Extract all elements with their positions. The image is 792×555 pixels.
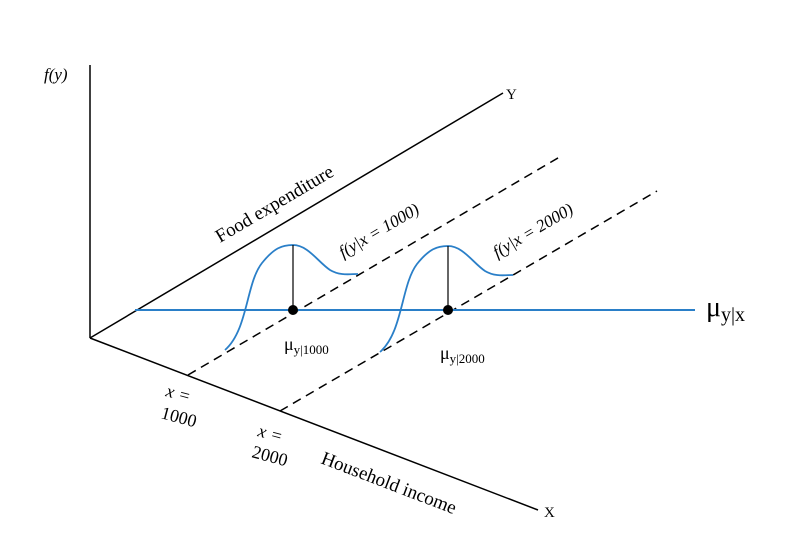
x-val-label-1: 1000 xyxy=(159,403,199,432)
f-axis-label: f(y) xyxy=(44,65,68,84)
mean-label-2000-mu: μ xyxy=(440,343,450,363)
cond-label-2000: f(y|x = 2000) xyxy=(489,199,576,261)
mean-label-2000-sub: y|2000 xyxy=(450,351,485,366)
mean-label-1000-mu: μ xyxy=(284,334,294,354)
mean-label-2000: μy|2000 xyxy=(440,343,485,366)
mean-point-x1000 xyxy=(288,305,298,315)
mean-line-label-mu: μ xyxy=(706,292,721,323)
household-income-label: Household income xyxy=(318,448,459,519)
density-curve-x2000 xyxy=(379,245,514,353)
density-curve-x1000 xyxy=(224,244,359,351)
dashed-line-x1000 xyxy=(187,154,564,376)
y-axis-line xyxy=(89,92,504,339)
y-axis-label: Y xyxy=(506,87,517,103)
mean-point-x2000 xyxy=(443,305,453,315)
food-expenditure-label: Food expenditure xyxy=(212,161,338,247)
mean-label-1000: μy|1000 xyxy=(284,334,329,357)
dashed-line-x2000 xyxy=(279,190,658,412)
cond-label-1000: f(y|x = 1000) xyxy=(335,199,422,261)
x-axis-label: X xyxy=(544,505,555,521)
mean-line-label: μy|x xyxy=(706,292,745,326)
mean-label-1000-sub: y|1000 xyxy=(294,342,329,357)
mean-line-label-sub: y|x xyxy=(721,304,745,326)
x-eq-label-1: x = xyxy=(163,380,193,406)
x-val-label-2: 2000 xyxy=(250,442,290,471)
x-axis-line xyxy=(89,337,539,511)
